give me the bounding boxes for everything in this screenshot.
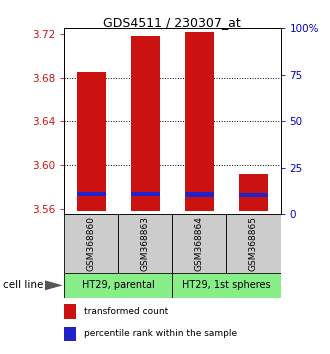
Bar xyxy=(226,214,280,273)
Bar xyxy=(64,273,173,298)
Text: cell line: cell line xyxy=(3,280,44,290)
Bar xyxy=(131,36,160,211)
Bar xyxy=(184,32,214,211)
Bar xyxy=(77,72,106,211)
Bar xyxy=(64,304,76,319)
Bar xyxy=(131,192,160,196)
Text: HT29, 1st spheres: HT29, 1st spheres xyxy=(182,280,271,290)
Bar xyxy=(64,214,118,273)
Bar xyxy=(239,193,268,197)
Bar xyxy=(173,273,280,298)
Bar xyxy=(64,326,76,341)
Bar xyxy=(239,174,268,211)
Bar xyxy=(118,214,173,273)
Text: GSM368863: GSM368863 xyxy=(141,216,150,271)
Text: transformed count: transformed count xyxy=(84,307,168,316)
Text: GSM368865: GSM368865 xyxy=(249,216,258,271)
Polygon shape xyxy=(45,280,63,290)
Text: GDS4511 / 230307_at: GDS4511 / 230307_at xyxy=(103,16,241,29)
Text: percentile rank within the sample: percentile rank within the sample xyxy=(84,329,237,338)
Bar xyxy=(184,192,214,197)
Text: HT29, parental: HT29, parental xyxy=(82,280,155,290)
Bar xyxy=(173,214,226,273)
Bar xyxy=(77,192,106,196)
Text: GSM368860: GSM368860 xyxy=(87,216,96,271)
Text: GSM368864: GSM368864 xyxy=(195,216,204,271)
